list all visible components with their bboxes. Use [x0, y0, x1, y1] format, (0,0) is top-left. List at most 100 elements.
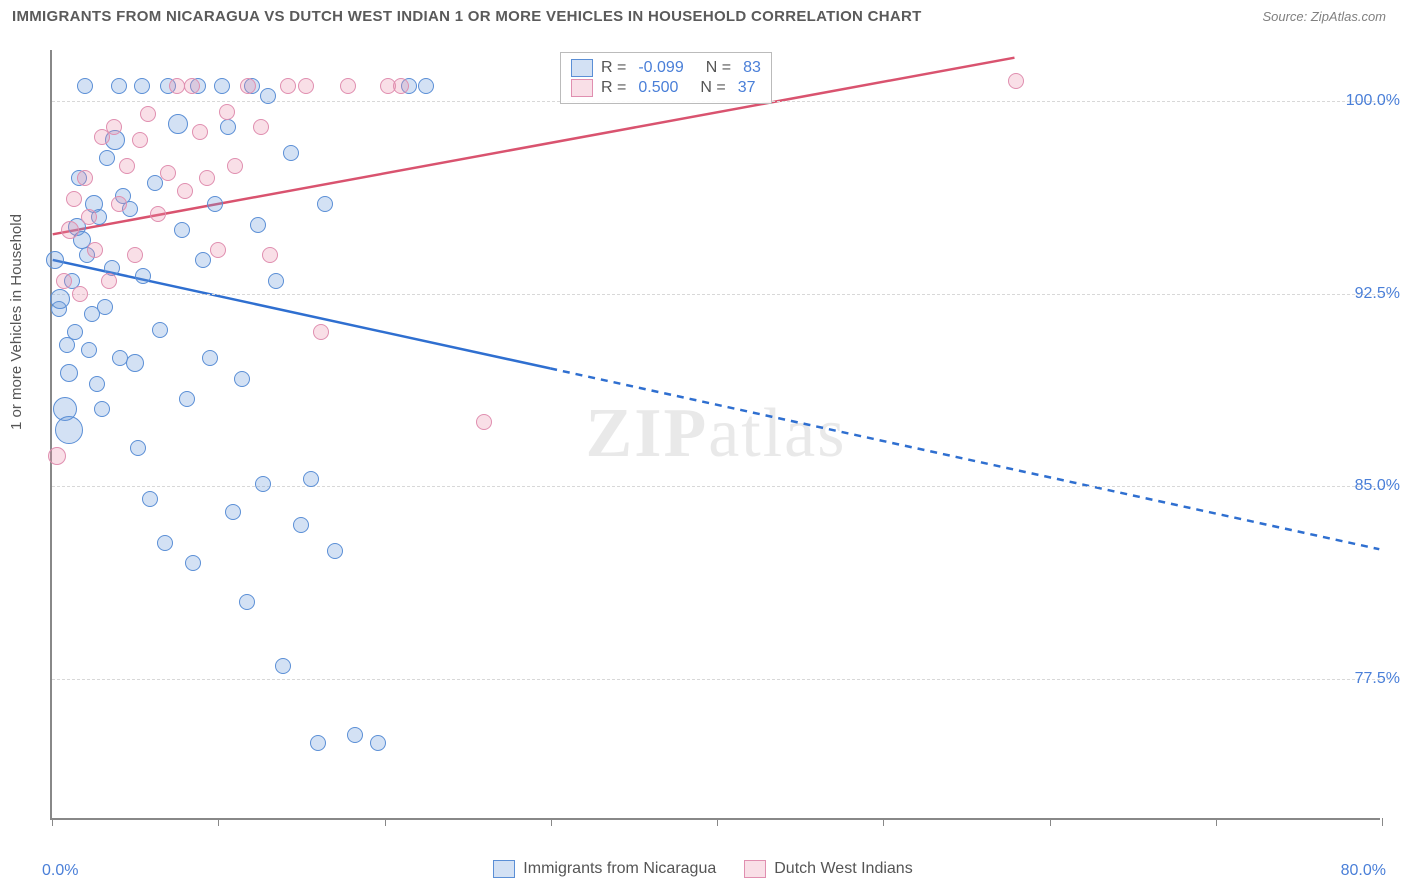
plot-area: ZIPatlas: [50, 50, 1380, 820]
data-point: [347, 727, 363, 743]
data-point: [142, 491, 158, 507]
data-point: [185, 555, 201, 571]
stats-row: R = 0.500 N = 37: [571, 79, 761, 97]
data-point: [192, 124, 208, 140]
data-point: [177, 183, 193, 199]
data-point: [283, 145, 299, 161]
data-point: [255, 476, 271, 492]
watermark: ZIPatlas: [586, 394, 847, 474]
data-point: [476, 414, 492, 430]
data-point: [119, 158, 135, 174]
y-tick-label: 100.0%: [1346, 92, 1400, 110]
stat-r-label: R =: [601, 79, 626, 97]
data-point: [202, 350, 218, 366]
stat-n-label: N =: [706, 59, 731, 77]
data-point: [160, 165, 176, 181]
data-point: [174, 222, 190, 238]
data-point: [50, 289, 70, 309]
legend-label: Dutch West Indians: [774, 860, 912, 878]
stat-r-value: 0.500: [638, 79, 678, 97]
data-point: [317, 196, 333, 212]
y-axis-label: 1 or more Vehicles in Household: [8, 214, 25, 430]
legend-item: Dutch West Indians: [744, 860, 912, 878]
data-point: [134, 78, 150, 94]
data-point: [157, 535, 173, 551]
data-point: [207, 196, 223, 212]
source-attribution: Source: ZipAtlas.com: [1262, 9, 1386, 24]
data-point: [262, 247, 278, 263]
data-point: [227, 158, 243, 174]
legend-swatch: [744, 860, 766, 878]
data-point: [253, 119, 269, 135]
data-point: [327, 543, 343, 559]
stat-n-label: N =: [700, 79, 725, 97]
data-point: [106, 119, 122, 135]
data-point: [275, 658, 291, 674]
data-point: [152, 322, 168, 338]
legend-label: Immigrants from Nicaragua: [523, 860, 716, 878]
gridline: [52, 486, 1390, 487]
stats-legend: R = -0.099 N = 83 R = 0.500 N = 37: [560, 52, 772, 104]
trend-lines-layer: [52, 50, 1380, 818]
data-point: [234, 371, 250, 387]
y-tick-label: 85.0%: [1355, 477, 1400, 495]
data-point: [140, 106, 156, 122]
data-point: [210, 242, 226, 258]
data-point: [61, 221, 79, 239]
stat-n-value: 83: [743, 59, 761, 77]
stat-n-value: 37: [738, 79, 756, 97]
data-point: [48, 447, 66, 465]
data-point: [169, 78, 185, 94]
chart-title: IMMIGRANTS FROM NICARAGUA VS DUTCH WEST …: [12, 8, 922, 25]
data-point: [250, 217, 266, 233]
x-tick: [883, 818, 884, 826]
legend-swatch: [571, 59, 593, 77]
trend-line: [550, 368, 1379, 549]
data-point: [268, 273, 284, 289]
data-point: [239, 594, 255, 610]
data-point: [99, 150, 115, 166]
gridline: [52, 679, 1390, 680]
data-point: [111, 196, 127, 212]
x-tick: [385, 818, 386, 826]
data-point: [1008, 73, 1024, 89]
data-point: [56, 273, 72, 289]
legend-swatch: [493, 860, 515, 878]
data-point: [77, 78, 93, 94]
y-tick-label: 92.5%: [1355, 285, 1400, 303]
data-point: [184, 78, 200, 94]
data-point: [81, 209, 97, 225]
data-point: [101, 273, 117, 289]
data-point: [168, 114, 188, 134]
stats-row: R =-0.099N =83: [571, 59, 761, 77]
data-point: [127, 247, 143, 263]
stat-r-value: -0.099: [638, 59, 683, 77]
data-point: [87, 242, 103, 258]
legend-item: Immigrants from Nicaragua: [493, 860, 716, 878]
x-tick: [717, 818, 718, 826]
x-tick: [52, 818, 53, 826]
data-point: [60, 364, 78, 382]
data-point: [67, 324, 83, 340]
x-tick: [1050, 818, 1051, 826]
data-point: [293, 517, 309, 533]
data-point: [298, 78, 314, 94]
data-point: [81, 342, 97, 358]
x-tick: [218, 818, 219, 826]
data-point: [370, 735, 386, 751]
data-point: [260, 88, 276, 104]
data-point: [94, 401, 110, 417]
series-legend: Immigrants from Nicaragua Dutch West Indi…: [0, 860, 1406, 878]
data-point: [132, 132, 148, 148]
data-point: [214, 78, 230, 94]
data-point: [126, 354, 144, 372]
data-point: [303, 471, 319, 487]
data-point: [199, 170, 215, 186]
data-point: [150, 206, 166, 222]
data-point: [147, 175, 163, 191]
data-point: [240, 78, 256, 94]
data-point: [46, 251, 64, 269]
trend-line: [53, 260, 550, 368]
data-point: [313, 324, 329, 340]
data-point: [72, 286, 88, 302]
